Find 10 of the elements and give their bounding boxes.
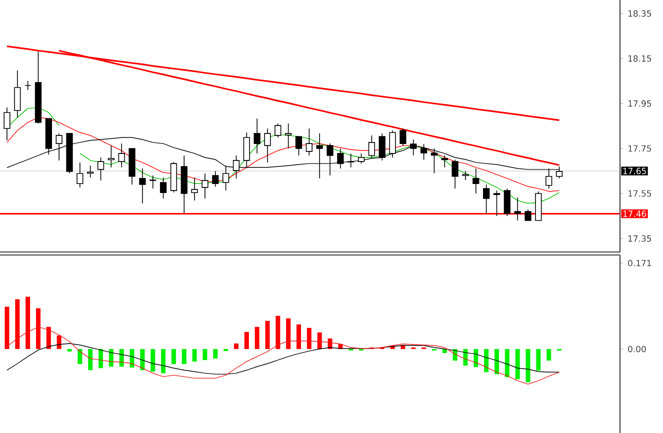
y-tick-label: 18.15 (628, 55, 652, 62)
y-tick-label: 17.35 (628, 235, 652, 242)
y-tick-label: 17.55 (628, 190, 652, 197)
y-tick-label: 0.00 (628, 346, 646, 352)
y-tick-label: 18.35 (628, 10, 652, 17)
ref-line-label: 17.65 (623, 168, 646, 174)
y-tick-label: 17.75 (628, 145, 652, 152)
ref-line-label: 17.46 (623, 210, 646, 217)
y-tick-label: 17.95 (628, 100, 652, 107)
y-tick-label: 0.171 (628, 260, 651, 266)
